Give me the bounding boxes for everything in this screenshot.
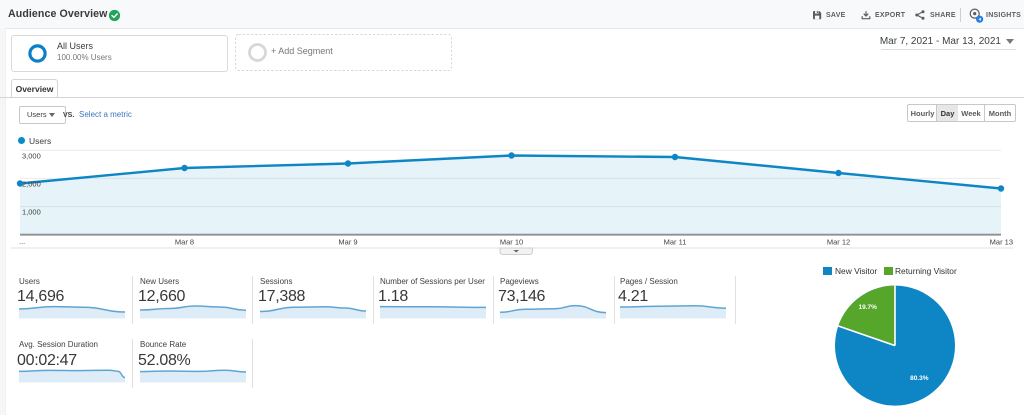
svg-text:3,000: 3,000 [22,151,41,160]
svg-text:Mar 12: Mar 12 [827,238,850,247]
svg-text:Mar 9: Mar 9 [338,238,357,247]
svg-text:...: ... [19,237,25,246]
svg-text:80.3%: 80.3% [910,375,929,382]
svg-text:19.7%: 19.7% [858,304,877,311]
svg-text:Mar 8: Mar 8 [175,238,194,247]
svg-text:Mar 10: Mar 10 [500,238,523,247]
svg-text:Mar 11: Mar 11 [664,238,687,247]
svg-text:1,000: 1,000 [22,208,41,217]
svg-text:Mar 13: Mar 13 [990,238,1013,247]
svg-text:2,000: 2,000 [22,180,41,189]
